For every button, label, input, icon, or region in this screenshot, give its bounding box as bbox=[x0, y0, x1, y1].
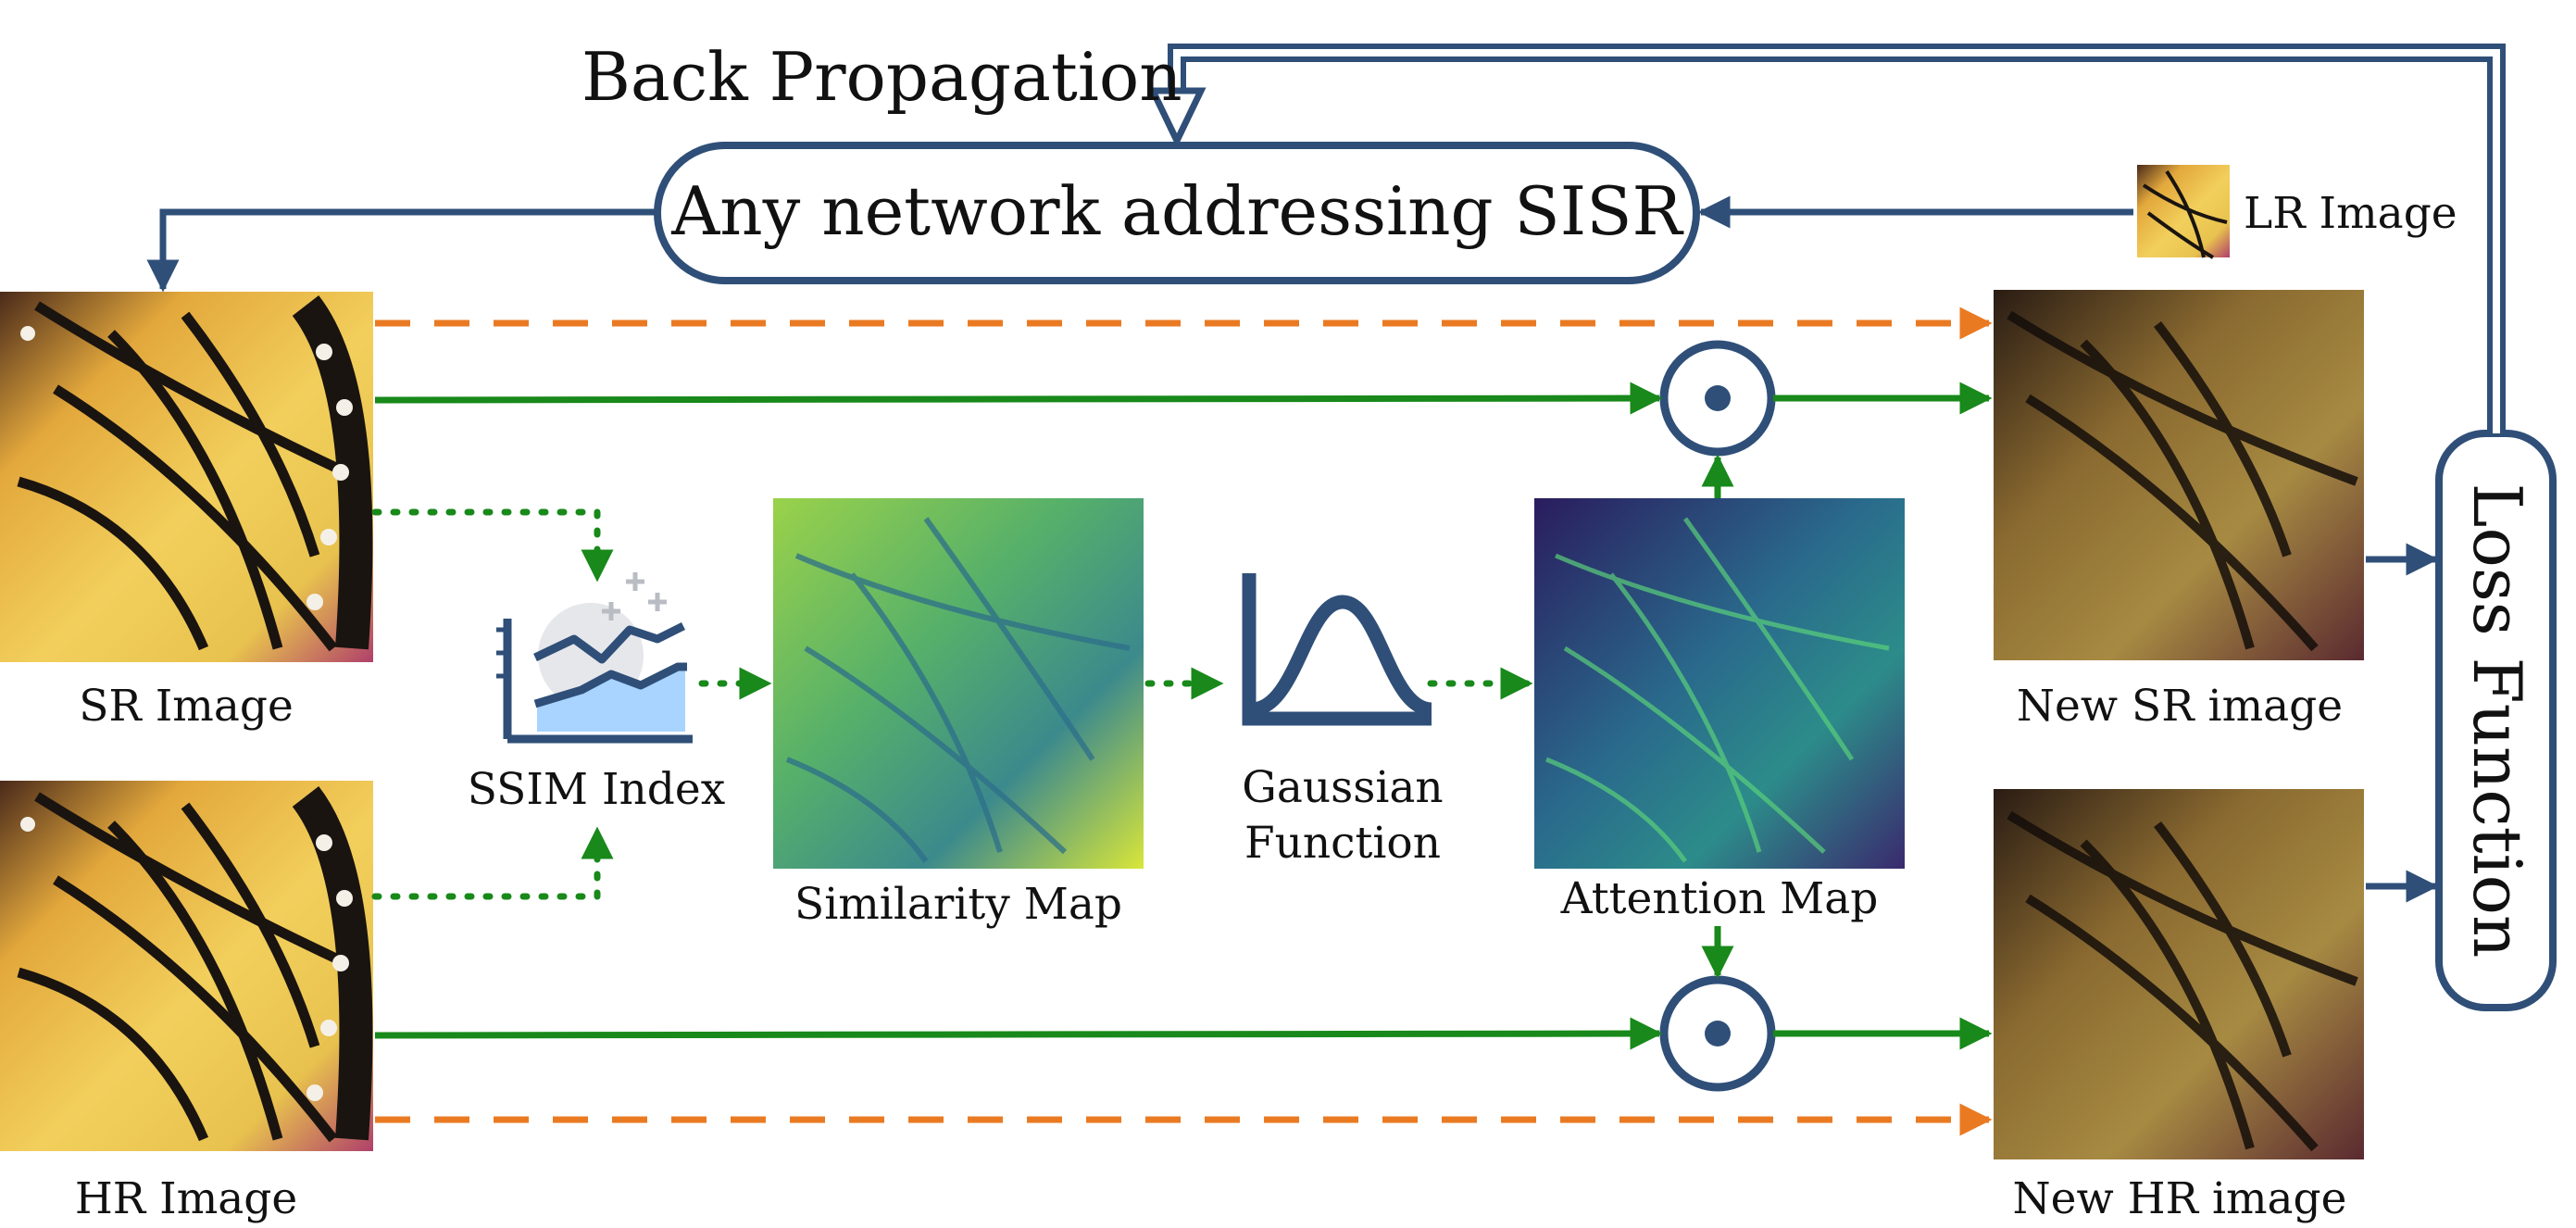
back-propagation-title: Back Propagation bbox=[581, 38, 1182, 116]
hr-to-ssim-dotted-arrow bbox=[371, 826, 614, 900]
network-to-sr-arrow bbox=[146, 208, 657, 293]
lr-image-label: LR Image bbox=[2244, 188, 2457, 239]
gaussian-function-icon bbox=[1242, 573, 1433, 726]
hr-image-label: HR Image bbox=[75, 1173, 297, 1223]
sr-image bbox=[0, 292, 373, 662]
network-box-label: Any network addressing SISR bbox=[670, 172, 1683, 250]
new-hr-image-label: New HR image bbox=[2013, 1173, 2347, 1223]
ssim-index-icon bbox=[496, 572, 693, 744]
similarity-map-label: Similarity Map bbox=[794, 879, 1122, 930]
gaussian-label-line2: Function bbox=[1244, 818, 1441, 869]
similarity-map-image bbox=[773, 498, 1144, 869]
attention-map-image bbox=[1534, 498, 1905, 869]
multiply-node-top bbox=[1659, 340, 1776, 457]
new-hr-image bbox=[1994, 789, 2364, 1159]
ssim-index-label: SSIM Index bbox=[468, 764, 725, 815]
attention-map-label: Attention Map bbox=[1560, 873, 1879, 924]
new-sr-image-label: New SR image bbox=[2017, 681, 2343, 732]
back-propagation-arrow bbox=[1147, 44, 2506, 433]
hr-image bbox=[0, 781, 373, 1151]
lr-image-thumbnail bbox=[2137, 165, 2230, 259]
hr-to-multiply-arrow bbox=[374, 1017, 1663, 1050]
multiply-node-bottom bbox=[1659, 975, 1776, 1092]
sr-to-ssim-dotted-arrow bbox=[371, 508, 614, 583]
sr-to-multiply-arrow bbox=[374, 382, 1663, 415]
sr-image-label: SR Image bbox=[79, 681, 294, 732]
gaussian-label-line1: Gaussian bbox=[1242, 762, 1443, 813]
loss-function-label: Loss Function bbox=[2458, 483, 2536, 959]
new-sr-image bbox=[1994, 290, 2364, 660]
